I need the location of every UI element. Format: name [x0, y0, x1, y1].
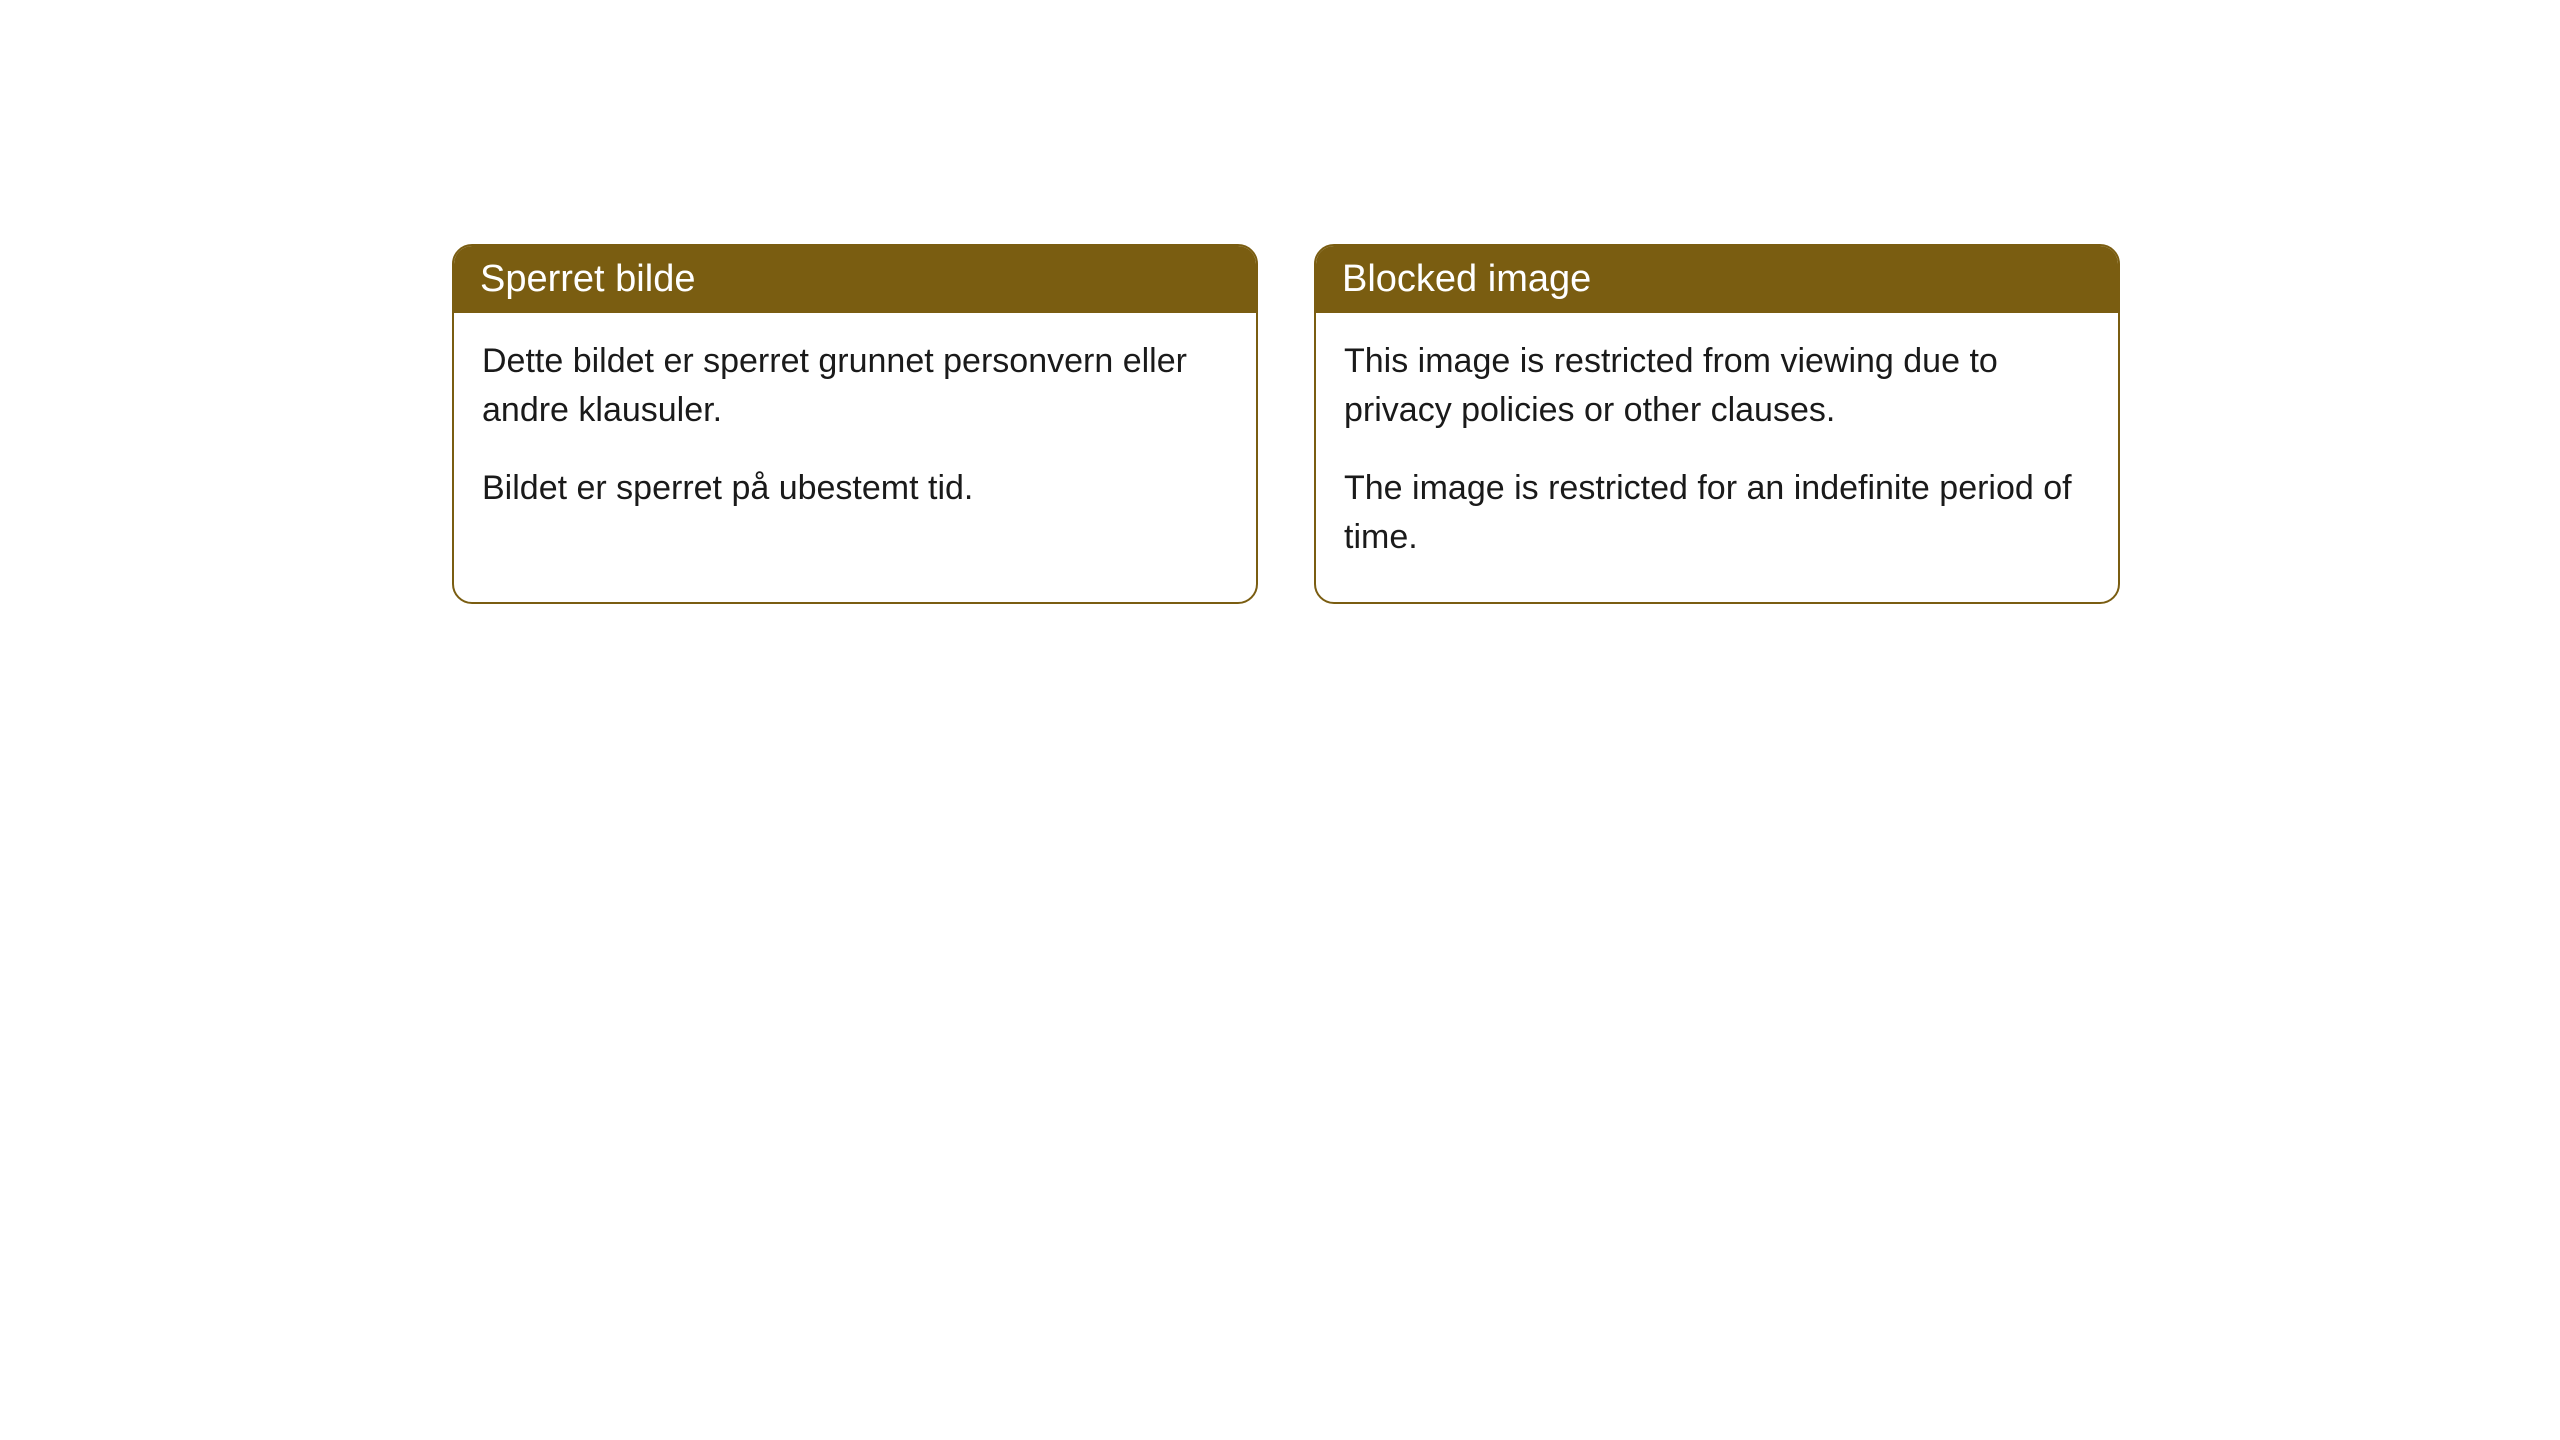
notice-cards-container: Sperret bilde Dette bildet er sperret gr… — [452, 244, 2120, 604]
card-title: Blocked image — [1342, 258, 1591, 300]
card-paragraph: This image is restricted from viewing du… — [1344, 337, 2090, 436]
card-header: Sperret bilde — [454, 246, 1256, 313]
notice-card-norwegian: Sperret bilde Dette bildet er sperret gr… — [452, 244, 1258, 604]
card-body: Dette bildet er sperret grunnet personve… — [454, 313, 1256, 553]
card-paragraph: Bildet er sperret på ubestemt tid. — [482, 464, 1228, 513]
card-paragraph: The image is restricted for an indefinit… — [1344, 464, 2090, 563]
notice-card-english: Blocked image This image is restricted f… — [1314, 244, 2120, 604]
card-header: Blocked image — [1316, 246, 2118, 313]
card-paragraph: Dette bildet er sperret grunnet personve… — [482, 337, 1228, 436]
card-title: Sperret bilde — [480, 258, 695, 300]
card-body: This image is restricted from viewing du… — [1316, 313, 2118, 602]
